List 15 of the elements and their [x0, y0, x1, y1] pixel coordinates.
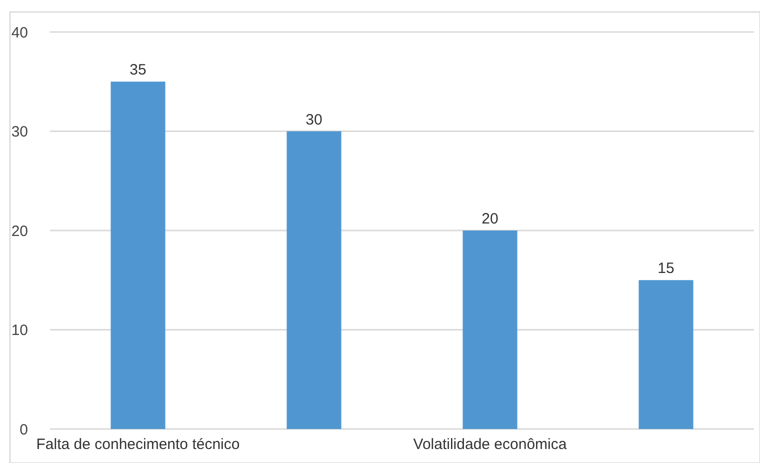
data-label: 15 — [658, 260, 674, 278]
data-label: 30 — [306, 111, 322, 128]
y-tick-label: 30 — [11, 124, 28, 140]
bar — [286, 131, 342, 429]
y-tick-label: 40 — [11, 24, 28, 42]
y-tick-label: 10 — [11, 322, 28, 339]
x-tick-label: Volatilidade econômica — [413, 436, 568, 453]
bar — [110, 82, 166, 429]
x-tick-label: Falta de conhecimento técnico — [36, 436, 240, 453]
data-label: 35 — [130, 62, 146, 79]
y-tick-label: 0 — [20, 421, 28, 438]
data-label: 20 — [482, 210, 498, 228]
bar — [638, 280, 694, 429]
y-tick-label: 20 — [11, 222, 28, 240]
bar — [462, 230, 518, 429]
